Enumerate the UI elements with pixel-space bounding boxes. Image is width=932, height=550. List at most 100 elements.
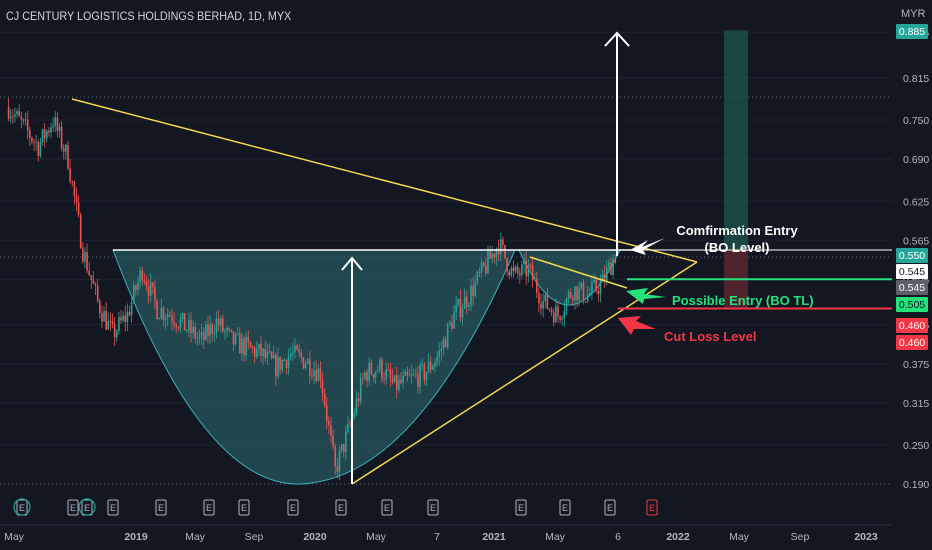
- candle-body: [219, 318, 222, 326]
- earnings-event-marker[interactable]: [427, 499, 439, 516]
- candle-body: [171, 316, 173, 322]
- candle-body: [105, 311, 107, 330]
- earnings-event-marker[interactable]: [287, 499, 299, 516]
- candle-body: [45, 130, 48, 139]
- currency-label[interactable]: MYR: [901, 8, 926, 20]
- price-axis[interactable]: 0.8850.8150.7500.6900.6250.5650.5050.435…: [892, 0, 932, 550]
- earnings-event-marker[interactable]: [604, 499, 616, 516]
- candle-body: [145, 281, 148, 287]
- candle-body: [597, 290, 600, 295]
- time-axis[interactable]: May 2019 May Sep 2020 May 7 2021 May 6 2022 May Sep 2…: [0, 524, 892, 543]
- time-tick-label: 2021: [482, 531, 506, 543]
- confirmation-callout-arrow: [630, 238, 665, 255]
- descending-trendline: [71, 98, 698, 263]
- earnings-event-marker[interactable]: [381, 499, 393, 516]
- price-label-box[interactable]: [896, 335, 928, 350]
- handle-trendline: [529, 256, 628, 289]
- candle-body: [550, 309, 553, 313]
- candle-body: [232, 331, 235, 345]
- candle-body: [412, 374, 415, 376]
- candle-body: [387, 369, 390, 371]
- earnings-event-label: E: [430, 503, 436, 513]
- candle-body: [124, 315, 127, 323]
- candle-body: [213, 333, 216, 335]
- price-label-box[interactable]: [896, 264, 928, 279]
- candle-body: [495, 248, 498, 258]
- candle-body: [132, 285, 135, 303]
- candle-body: [400, 379, 402, 383]
- candle-body: [391, 378, 394, 382]
- candle-body: [438, 351, 440, 357]
- earnings-event-label: E: [649, 503, 655, 513]
- earnings-event-marker[interactable]: [559, 499, 571, 516]
- candle-body: [190, 320, 192, 334]
- candle-body: [313, 370, 315, 377]
- candle-body: [243, 338, 245, 356]
- candle-body: [12, 116, 14, 118]
- candle-body: [591, 282, 593, 294]
- earnings-event-label: E: [70, 503, 76, 513]
- candle-body: [77, 202, 80, 215]
- candle-body: [137, 282, 139, 291]
- earnings-event-marker[interactable]: [238, 499, 250, 516]
- candle-body: [292, 352, 294, 354]
- candle-body: [325, 405, 328, 421]
- candle-body: [99, 300, 101, 313]
- candle-body: [86, 251, 88, 271]
- price-label-box[interactable]: [896, 280, 928, 295]
- candle-body: [296, 345, 298, 350]
- candle-body: [355, 398, 358, 414]
- candle-body: [198, 335, 201, 338]
- candle-body: [60, 126, 63, 148]
- earnings-event-marker[interactable]: [335, 499, 347, 516]
- candle-body: [126, 311, 129, 323]
- candle-body: [135, 285, 137, 291]
- candle-body: [453, 312, 455, 329]
- candle-body: [311, 375, 313, 377]
- candle-body: [239, 333, 241, 354]
- candle-body: [54, 117, 57, 127]
- earnings-event-marker[interactable]: [515, 499, 527, 516]
- candle-body: [446, 323, 449, 348]
- time-tick-label: 2022: [666, 531, 690, 543]
- candle-body: [480, 262, 483, 273]
- candle-body: [188, 320, 190, 330]
- earnings-event-marker[interactable]: [107, 499, 119, 516]
- earnings-event-marker[interactable]: [646, 499, 658, 516]
- candle-body: [205, 324, 207, 340]
- candle-body: [300, 352, 303, 358]
- candle-body: [529, 264, 532, 266]
- candle-body: [181, 313, 184, 320]
- candle-body: [465, 296, 468, 308]
- candle-body: [249, 342, 252, 348]
- price-label-box[interactable]: [896, 24, 928, 39]
- earnings-event-marker[interactable]: [203, 499, 215, 516]
- candle-body: [111, 321, 114, 325]
- candle-body: [372, 374, 375, 378]
- candle-body: [224, 330, 226, 332]
- price-tick-label: 0.315: [903, 398, 929, 410]
- candle-body: [75, 195, 78, 203]
- price-label-box[interactable]: [896, 297, 928, 312]
- candle-body: [436, 356, 438, 363]
- price-label-box[interactable]: [896, 248, 928, 263]
- earnings-event-marker[interactable]: [155, 499, 167, 516]
- cut-loss-callout-arrow: [618, 316, 656, 335]
- candle-body: [508, 271, 510, 276]
- earnings-event-marker[interactable]: [67, 499, 79, 516]
- candle-body: [69, 168, 71, 182]
- candle-body: [357, 398, 360, 402]
- candle-body: [251, 347, 254, 349]
- candle-body: [128, 311, 131, 316]
- price-label-box[interactable]: [896, 318, 928, 333]
- candle-body: [217, 318, 220, 326]
- candle-body: [294, 345, 296, 353]
- candle-body: [16, 110, 18, 115]
- candle-body: [572, 297, 574, 301]
- candle-body: [202, 332, 205, 340]
- candle-body: [268, 351, 271, 353]
- candle-body: [385, 369, 387, 380]
- candle-body: [283, 360, 286, 362]
